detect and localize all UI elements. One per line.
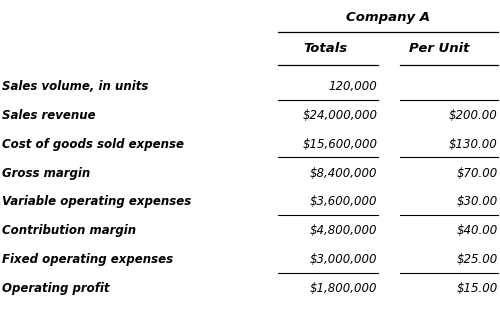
Text: $3,600,000: $3,600,000 (310, 195, 378, 209)
Text: Variable operating expenses: Variable operating expenses (2, 195, 192, 209)
Text: Totals: Totals (303, 42, 347, 56)
Text: $70.00: $70.00 (456, 167, 498, 179)
Text: $40.00: $40.00 (456, 224, 498, 237)
Text: 120,000: 120,000 (329, 80, 378, 93)
Text: Sales revenue: Sales revenue (2, 109, 96, 122)
Text: $15,600,000: $15,600,000 (302, 137, 378, 151)
Text: $30.00: $30.00 (456, 195, 498, 209)
Text: Gross margin: Gross margin (2, 167, 91, 179)
Text: $200.00: $200.00 (449, 109, 498, 122)
Text: Sales volume, in units: Sales volume, in units (2, 80, 149, 93)
Text: $4,800,000: $4,800,000 (310, 224, 378, 237)
Text: $3,000,000: $3,000,000 (310, 253, 378, 266)
Text: $24,000,000: $24,000,000 (302, 109, 378, 122)
Text: Fixed operating expenses: Fixed operating expenses (2, 253, 173, 266)
Text: $8,400,000: $8,400,000 (310, 167, 378, 179)
Text: Cost of goods sold expense: Cost of goods sold expense (2, 137, 184, 151)
Text: Company A: Company A (346, 11, 430, 24)
Text: Contribution margin: Contribution margin (2, 224, 136, 237)
Text: $130.00: $130.00 (449, 137, 498, 151)
Text: $1,800,000: $1,800,000 (310, 282, 378, 295)
Text: Operating profit: Operating profit (2, 282, 110, 295)
Text: $15.00: $15.00 (456, 282, 498, 295)
Text: $25.00: $25.00 (456, 253, 498, 266)
Text: Per Unit: Per Unit (409, 42, 469, 56)
